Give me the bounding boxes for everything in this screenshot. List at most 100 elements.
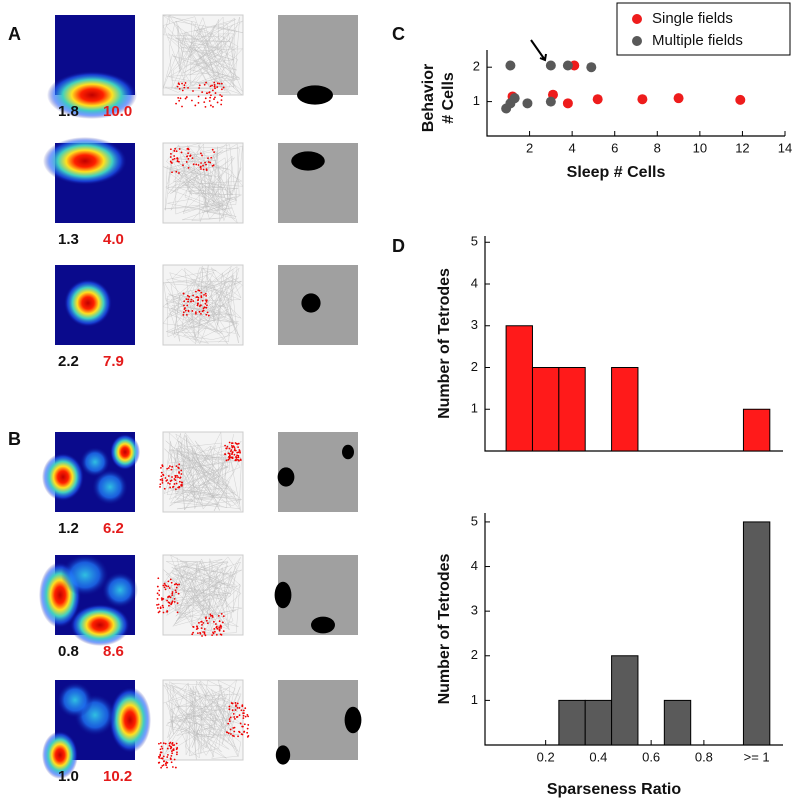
spike [191, 633, 194, 636]
spike [183, 300, 186, 303]
spike [178, 88, 181, 90]
spike [166, 747, 169, 750]
spike [227, 458, 230, 461]
spike [182, 164, 184, 167]
spike [204, 97, 207, 100]
spike [237, 458, 239, 461]
spike [173, 478, 176, 480]
spike [175, 482, 178, 485]
spike [159, 754, 162, 757]
spike [169, 578, 172, 581]
spike [182, 311, 185, 314]
spike [205, 299, 208, 302]
spike [237, 446, 240, 449]
spike [200, 295, 203, 297]
spike [196, 627, 199, 630]
spike [203, 293, 205, 296]
spike [236, 451, 239, 454]
x-axis-label: Sleep # Cells [567, 164, 666, 181]
spike [210, 614, 212, 617]
spike [206, 304, 208, 307]
spike [178, 99, 181, 102]
spike [156, 585, 159, 588]
spike [173, 583, 176, 586]
spike [159, 483, 162, 486]
point [592, 94, 603, 105]
spike [174, 147, 177, 150]
spike [170, 581, 173, 584]
field-blob [311, 616, 335, 634]
spike [220, 625, 223, 628]
point [562, 60, 573, 71]
spike [219, 633, 222, 636]
spike [222, 630, 225, 632]
spike [213, 151, 215, 154]
spike [229, 728, 232, 731]
panel-label: D [392, 236, 405, 256]
spike [173, 597, 176, 600]
y-axis-label: Number of Tetrodes [436, 553, 453, 704]
rate-blob [61, 554, 109, 596]
spike [220, 95, 223, 98]
point [735, 94, 746, 105]
rate-blob [64, 279, 112, 327]
spike [173, 149, 176, 152]
spike [170, 479, 173, 482]
spike [179, 476, 182, 479]
rate-blob [110, 434, 140, 470]
bar [505, 325, 533, 452]
spike [211, 634, 214, 637]
rate-value: 8.6 [103, 643, 124, 660]
spike [207, 157, 209, 159]
spike [162, 742, 165, 745]
spike [217, 615, 220, 617]
spike [181, 82, 183, 85]
spike [241, 704, 244, 707]
spike [176, 160, 179, 162]
rate-blob [102, 572, 138, 608]
spike [232, 727, 235, 729]
spike [165, 764, 168, 767]
spike [192, 294, 194, 297]
spike [177, 467, 180, 470]
x-tick-label: 0.2 [537, 749, 555, 764]
spike [218, 628, 221, 631]
spike [176, 611, 179, 614]
rate-maps: 1.8 10.0 1.3 4.0 2.2 7.9 1.2 6.2 0.8 8.6 1.0 10.2 [39, 14, 362, 785]
spike [161, 479, 164, 482]
y-tick-label: 1 [471, 401, 478, 416]
spike [178, 480, 181, 483]
spike [175, 586, 178, 589]
spike [179, 97, 182, 100]
spike [244, 715, 247, 718]
spike [178, 172, 180, 174]
spike [197, 95, 200, 98]
spike [185, 161, 188, 163]
spike [161, 464, 164, 467]
spike [203, 632, 206, 635]
y-tick-label: 3 [471, 603, 478, 618]
spike [159, 753, 162, 756]
spike [176, 602, 179, 605]
point [586, 62, 597, 73]
spike [234, 709, 237, 711]
spike [204, 302, 207, 305]
spike [228, 708, 231, 711]
spike [171, 171, 173, 174]
spike [216, 82, 219, 85]
spike [220, 82, 223, 85]
spike [232, 712, 235, 715]
y-tick-label: 5 [471, 513, 478, 528]
spike [171, 766, 174, 768]
spike [202, 307, 205, 310]
spike [169, 745, 172, 748]
spike [170, 468, 173, 471]
spike [205, 163, 207, 166]
spike [171, 594, 174, 596]
y-tick-label: 4 [471, 275, 478, 290]
spike [238, 714, 241, 717]
spike [166, 479, 169, 481]
spike [168, 465, 171, 467]
spike [213, 627, 216, 630]
spike [205, 295, 208, 297]
